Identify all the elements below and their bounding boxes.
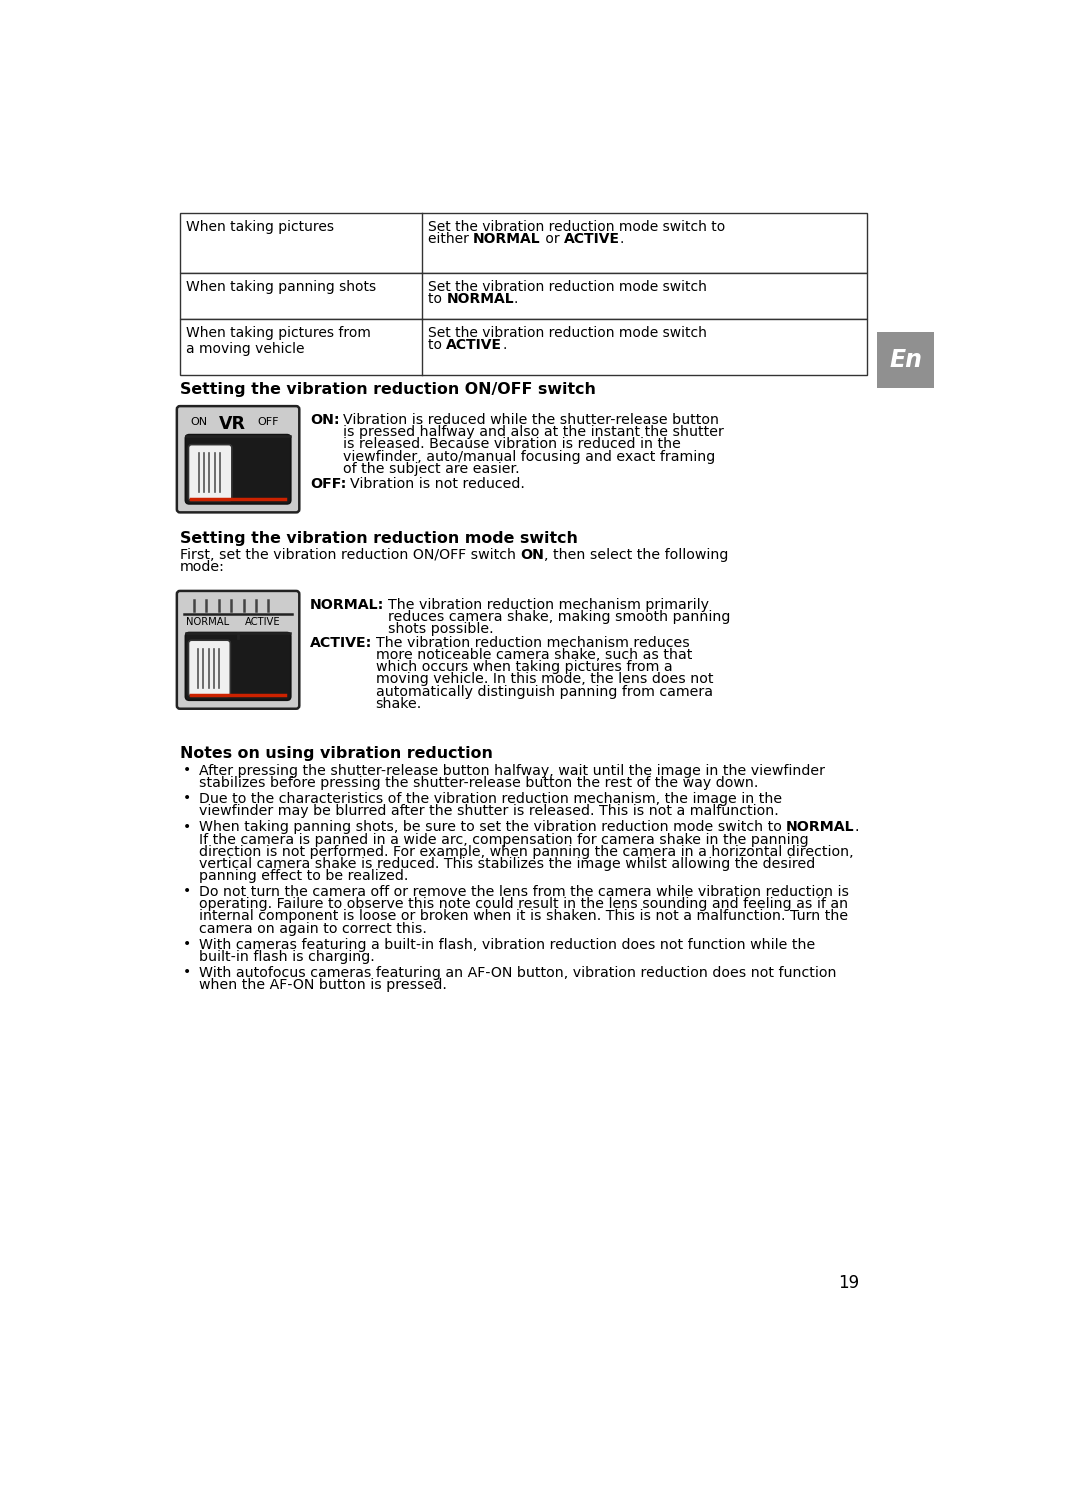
Text: ACTIVE:: ACTIVE: xyxy=(310,636,373,650)
Text: direction is not performed. For example, when panning the camera in a horizontal: direction is not performed. For example,… xyxy=(199,845,853,858)
Text: is released. Because vibration is reduced in the: is released. Because vibration is reduce… xyxy=(342,438,680,451)
Bar xyxy=(877,333,934,388)
Text: more noticeable camera shake, such as that: more noticeable camera shake, such as th… xyxy=(376,647,692,662)
Text: panning effect to be realized.: panning effect to be realized. xyxy=(199,869,408,884)
Text: •: • xyxy=(183,763,191,777)
Text: vertical camera shake is reduced. This stabilizes the image whilst allowing the : vertical camera shake is reduced. This s… xyxy=(199,857,814,870)
Text: First, set the vibration reduction ON/OFF switch: First, set the vibration reduction ON/OF… xyxy=(180,548,521,561)
Text: when the AF-ON button is pressed.: when the AF-ON button is pressed. xyxy=(199,979,446,992)
Text: •: • xyxy=(183,965,191,979)
Text: NORMAL: NORMAL xyxy=(186,618,229,627)
Text: .: . xyxy=(514,293,518,306)
Text: Set the vibration reduction mode switch to: Set the vibration reduction mode switch … xyxy=(428,220,725,233)
Text: .: . xyxy=(620,232,624,247)
Text: En: En xyxy=(889,347,922,371)
Text: or: or xyxy=(541,232,564,247)
Text: operating. Failure to observe this note could result in the lens sounding and fe: operating. Failure to observe this note … xyxy=(199,897,848,912)
Text: , then select the following: , then select the following xyxy=(544,548,729,561)
Text: built-in flash is charging.: built-in flash is charging. xyxy=(199,950,375,964)
Text: .: . xyxy=(854,820,859,835)
Text: When taking pictures: When taking pictures xyxy=(186,220,334,233)
Text: Vibration is reduced while the shutter-release button: Vibration is reduced while the shutter-r… xyxy=(342,413,719,428)
FancyBboxPatch shape xyxy=(177,405,299,512)
Text: Set the vibration reduction mode switch: Set the vibration reduction mode switch xyxy=(428,327,706,340)
FancyBboxPatch shape xyxy=(177,591,299,708)
Text: The vibration reduction mechanism primarily: The vibration reduction mechanism primar… xyxy=(388,598,708,612)
Text: OFF: OFF xyxy=(257,417,279,426)
Text: ON: ON xyxy=(191,417,208,426)
Bar xyxy=(180,273,867,319)
Text: The vibration reduction mechanism reduces: The vibration reduction mechanism reduce… xyxy=(376,636,689,650)
Text: With autofocus cameras featuring an AF-ON button, vibration reduction does not f: With autofocus cameras featuring an AF-O… xyxy=(199,965,836,980)
Text: NORMAL:: NORMAL: xyxy=(310,598,384,612)
Text: ON:: ON: xyxy=(310,413,340,428)
Text: .: . xyxy=(502,339,507,352)
Text: •: • xyxy=(183,820,191,833)
Text: Set the vibration reduction mode switch: Set the vibration reduction mode switch xyxy=(428,279,706,294)
Text: either: either xyxy=(428,232,473,247)
Text: moving vehicle. In this mode, the lens does not: moving vehicle. In this mode, the lens d… xyxy=(376,673,713,686)
FancyBboxPatch shape xyxy=(189,444,232,500)
Text: Setting the vibration reduction mode switch: Setting the vibration reduction mode swi… xyxy=(180,530,578,546)
Text: Do not turn the camera off or remove the lens from the camera while vibration re: Do not turn the camera off or remove the… xyxy=(199,885,849,898)
Text: which occurs when taking pictures from a: which occurs when taking pictures from a xyxy=(376,661,672,674)
Text: internal component is loose or broken when it is shaken. This is not a malfuncti: internal component is loose or broken wh… xyxy=(199,909,848,924)
Bar xyxy=(180,212,867,273)
Text: to: to xyxy=(428,339,446,352)
Text: reduces camera shake, making smooth panning: reduces camera shake, making smooth pann… xyxy=(388,610,730,624)
Text: Notes on using vibration reduction: Notes on using vibration reduction xyxy=(180,745,492,760)
Text: Due to the characteristics of the vibration reduction mechanism, the image in th: Due to the characteristics of the vibrat… xyxy=(199,792,782,806)
Text: NORMAL: NORMAL xyxy=(473,232,541,247)
Text: •: • xyxy=(183,792,191,805)
Text: mode:: mode: xyxy=(180,560,225,575)
Text: of the subject are easier.: of the subject are easier. xyxy=(342,462,519,475)
FancyBboxPatch shape xyxy=(186,633,291,701)
Text: to: to xyxy=(428,293,446,306)
Text: When taking pictures from
a moving vehicle: When taking pictures from a moving vehic… xyxy=(186,327,372,356)
Text: •: • xyxy=(183,937,191,950)
Text: ACTIVE: ACTIVE xyxy=(564,232,620,247)
Text: OFF:: OFF: xyxy=(310,477,347,492)
Text: ACTIVE: ACTIVE xyxy=(446,339,502,352)
Text: Setting the vibration reduction ON/OFF switch: Setting the vibration reduction ON/OFF s… xyxy=(180,382,596,398)
FancyBboxPatch shape xyxy=(189,640,230,696)
Text: NORMAL: NORMAL xyxy=(446,293,514,306)
Text: is pressed halfway and also at the instant the shutter: is pressed halfway and also at the insta… xyxy=(342,425,724,440)
Text: shots possible.: shots possible. xyxy=(388,622,494,636)
Text: VR: VR xyxy=(218,416,246,434)
Text: automatically distinguish panning from camera: automatically distinguish panning from c… xyxy=(376,685,713,698)
Text: After pressing the shutter-release button halfway, wait until the image in the v: After pressing the shutter-release butto… xyxy=(199,763,824,778)
Text: ON: ON xyxy=(521,548,544,561)
Text: camera on again to correct this.: camera on again to correct this. xyxy=(199,922,427,936)
Text: viewfinder, auto/manual focusing and exact framing: viewfinder, auto/manual focusing and exa… xyxy=(342,450,715,463)
Text: Vibration is not reduced.: Vibration is not reduced. xyxy=(350,477,525,492)
Text: 19: 19 xyxy=(838,1274,860,1292)
Text: •: • xyxy=(183,884,191,898)
Text: When taking panning shots, be sure to set the vibration reduction mode switch to: When taking panning shots, be sure to se… xyxy=(199,820,786,835)
Text: viewfinder may be blurred after the shutter is released. This is not a malfuncti: viewfinder may be blurred after the shut… xyxy=(199,805,779,818)
FancyBboxPatch shape xyxy=(186,435,291,503)
Text: shake.: shake. xyxy=(376,696,422,711)
Text: NORMAL: NORMAL xyxy=(786,820,854,835)
Text: ACTIVE: ACTIVE xyxy=(245,618,281,627)
Text: When taking panning shots: When taking panning shots xyxy=(186,279,376,294)
Bar xyxy=(180,319,867,374)
Text: If the camera is panned in a wide arc, compensation for camera shake in the pann: If the camera is panned in a wide arc, c… xyxy=(199,833,808,846)
Text: With cameras featuring a built-in flash, vibration reduction does not function w: With cameras featuring a built-in flash,… xyxy=(199,937,814,952)
Text: stabilizes before pressing the shutter-release button the rest of the way down.: stabilizes before pressing the shutter-r… xyxy=(199,777,758,790)
